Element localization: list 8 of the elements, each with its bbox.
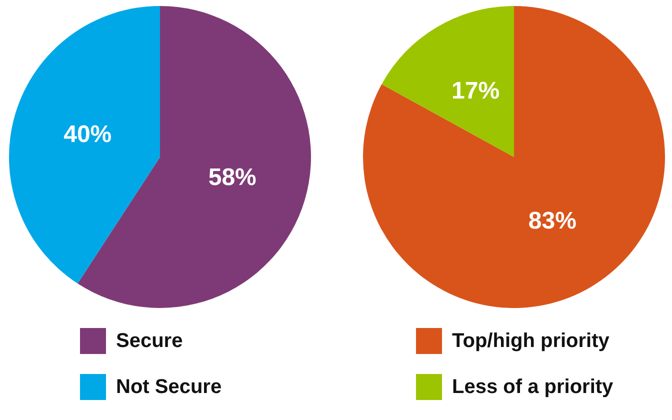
legend-label: Not Secure bbox=[116, 376, 222, 398]
data-label: 58% bbox=[208, 164, 256, 192]
legend-label: Top/high priority bbox=[452, 330, 610, 352]
data-label: 40% bbox=[64, 121, 112, 148]
legend-label: Less of a priority bbox=[452, 376, 614, 398]
data-label: 83% bbox=[528, 208, 576, 235]
legend-label: Secure bbox=[116, 330, 183, 352]
data-label: 17% bbox=[452, 78, 500, 105]
